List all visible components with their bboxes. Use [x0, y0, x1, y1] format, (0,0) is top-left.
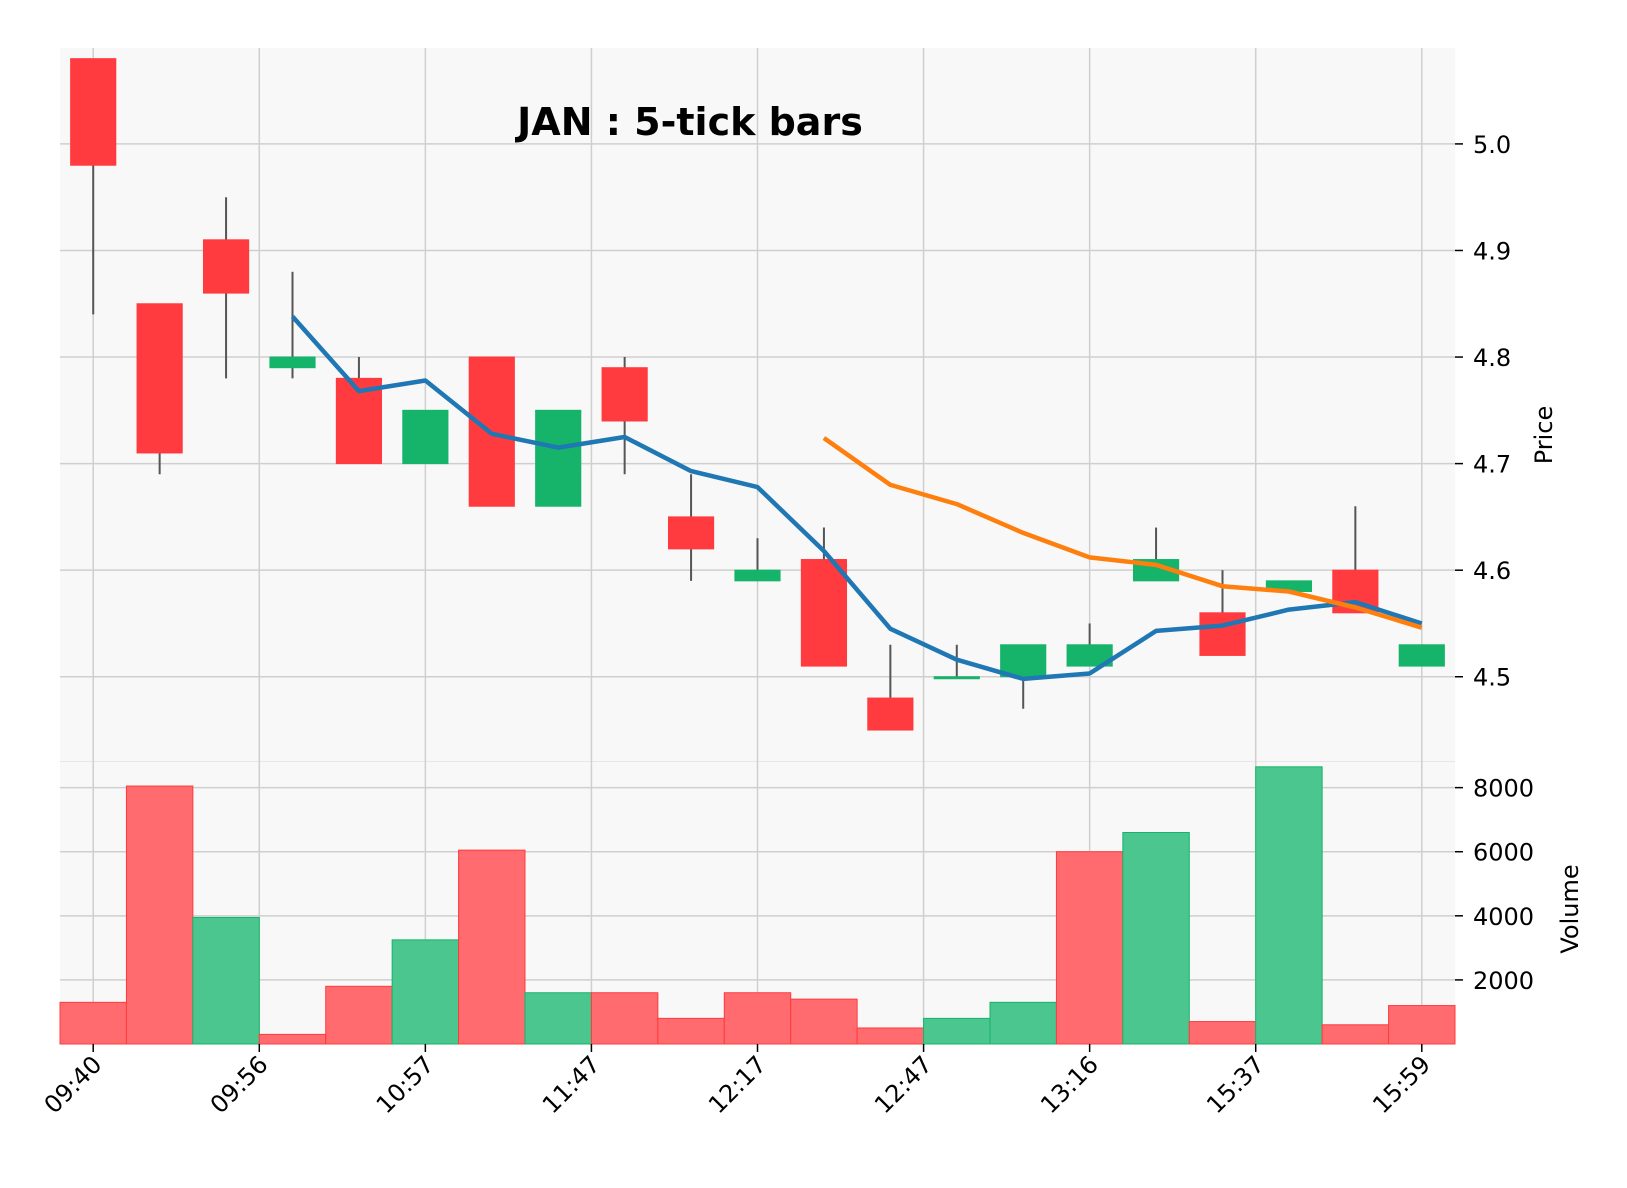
time-tick-label: 12:47 [869, 1050, 938, 1119]
price-tick-label: 4.6 [1473, 557, 1511, 585]
ma-short-line [290, 315, 1423, 682]
volume-bar [59, 1001, 127, 1045]
volume-bar [192, 916, 260, 1045]
candle-body [535, 409, 582, 507]
volume-bar [923, 1017, 991, 1045]
time-tick-label: 09:56 [205, 1050, 274, 1119]
candle-body [800, 559, 848, 667]
volume-bar [790, 998, 858, 1045]
volume-tick-label: 4000 [1473, 903, 1534, 931]
candle-body [1066, 644, 1113, 667]
candle-body [667, 516, 715, 550]
volume-bar [325, 985, 393, 1045]
time-tick-label: 13:16 [1035, 1050, 1104, 1119]
candle-body [1398, 644, 1445, 667]
volume-axis-label: Volume [1556, 864, 1584, 953]
price-panel: 4.5 4.6 4.7 4.8 4.9 5.0 Price JAN : 5-tick ba… [60, 48, 1558, 763]
price-axis-ticks: 4.5 4.6 4.7 4.8 4.9 5.0 [1455, 131, 1511, 692]
time-tick-label: 09:40 [39, 1050, 108, 1119]
volume-bar [590, 992, 659, 1045]
time-tick-label: 10:57 [371, 1050, 440, 1119]
candle-body [1199, 612, 1246, 656]
candles [70, 58, 1445, 731]
volume-bar [856, 1027, 925, 1045]
volume-axis-ticks: 2000 4000 6000 8000 [1455, 775, 1534, 995]
volume-bar [1255, 766, 1323, 1045]
price-tick-label: 4.9 [1473, 237, 1511, 265]
candle-body [867, 697, 914, 731]
volume-tick-label: 8000 [1473, 775, 1534, 803]
volume-bar [458, 849, 526, 1045]
price-tick-label: 5.0 [1473, 131, 1511, 159]
time-axis-ticks: 09:40 09:56 10:57 11:47 12:17 12:47 13:16 15:37… [39, 1044, 1436, 1119]
candle-body [269, 356, 316, 369]
price-axis-label: Price [1530, 406, 1558, 465]
candle-body [70, 58, 117, 166]
volume-bar [258, 1033, 327, 1045]
chart-title: JAN : 5-tick bars [514, 100, 863, 144]
candle-body [136, 303, 183, 454]
candle-body [402, 409, 449, 465]
volume-bar [1388, 1005, 1456, 1045]
candle-body [202, 239, 250, 294]
volume-bars [59, 766, 1456, 1045]
time-tick-label: 15:37 [1201, 1050, 1270, 1119]
volume-tick-label: 2000 [1473, 967, 1534, 995]
time-tick-label: 11:47 [537, 1050, 606, 1119]
volume-bar [1122, 832, 1190, 1045]
volume-bar [1055, 851, 1124, 1045]
candle-body [601, 367, 648, 422]
volume-bar [723, 992, 792, 1045]
candle-body [1000, 644, 1047, 678]
price-tick-label: 4.8 [1473, 344, 1511, 372]
volume-bar [1188, 1021, 1257, 1045]
volume-bar [989, 1001, 1057, 1045]
ma-long-line [822, 436, 1423, 630]
volume-bar [391, 939, 460, 1045]
volume-panel: 2000 4000 6000 8000 Volume [59, 762, 1584, 1045]
volume-bar [125, 785, 194, 1045]
time-tick-label: 15:59 [1367, 1050, 1436, 1119]
volume-tick-label: 6000 [1473, 839, 1534, 867]
price-tick-label: 4.7 [1473, 451, 1511, 479]
candle-body [734, 569, 781, 582]
volume-bar [524, 992, 592, 1045]
volume-bar [1321, 1024, 1390, 1045]
candle-body [933, 676, 980, 680]
price-tick-label: 4.5 [1473, 664, 1511, 692]
time-tick-label: 12:17 [703, 1050, 772, 1119]
volume-bar [657, 1017, 725, 1045]
moving-average-lines [290, 315, 1423, 682]
